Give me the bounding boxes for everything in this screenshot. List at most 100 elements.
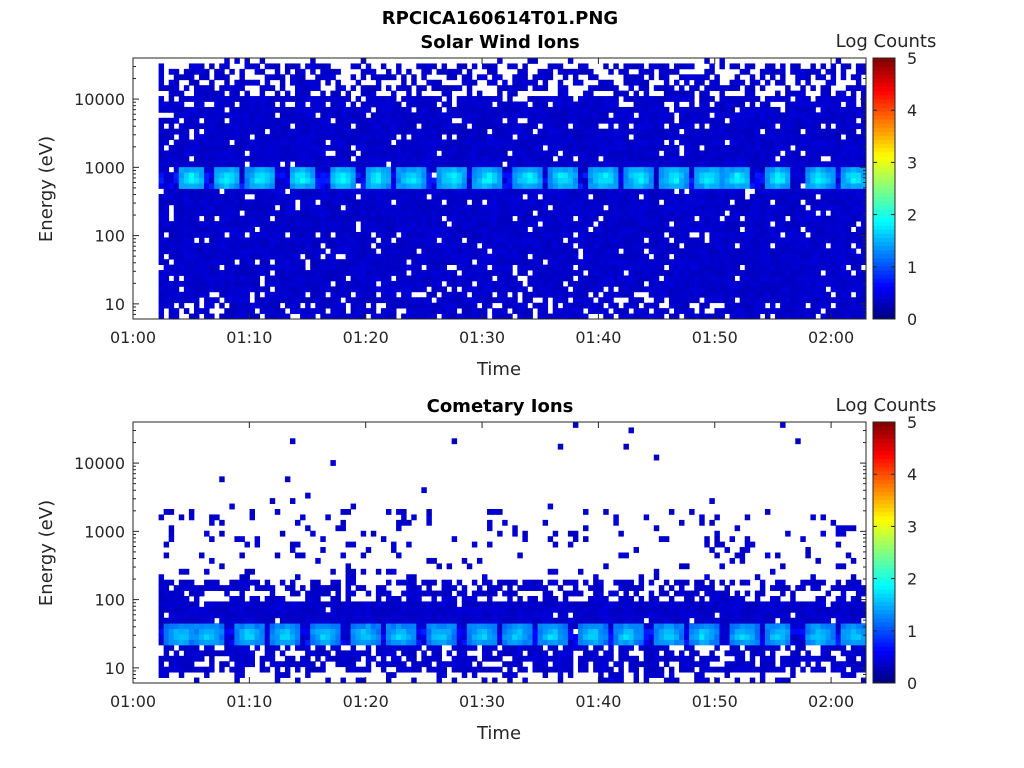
heatmap-cell [355,155,362,162]
heatmap-cell [517,302,523,309]
heatmap-cell [446,85,453,92]
heatmap-cell [749,193,756,200]
heatmap-cell [593,139,599,146]
heatmap-cell [522,210,528,217]
heatmap-cell [421,237,427,244]
heatmap-cell [214,150,220,157]
heatmap-cell [593,302,599,309]
heatmap-cell [613,291,619,298]
heatmap-cell [492,172,498,179]
heatmap-cell [461,308,468,314]
heatmap-cell [512,139,518,146]
heatmap-cell [234,161,240,168]
heatmap-cell [259,58,266,64]
heatmap-cell [770,270,776,276]
heatmap-cell [522,259,528,266]
heatmap-cell [340,232,346,238]
heatmap-cell [441,237,448,244]
heatmap-cell [209,237,215,244]
heatmap-cell [214,199,220,206]
heatmap-cell [204,96,210,102]
heatmap-cell [694,134,700,140]
heatmap-cell [396,112,402,119]
heatmap-cell [289,264,296,271]
heatmap-cell [204,248,210,255]
heatmap-cell [249,204,255,211]
heatmap-cell [209,85,215,92]
heatmap-cell [188,79,195,86]
heatmap-cell [487,232,493,238]
heatmap-cell [456,226,463,233]
heatmap-cell [158,308,165,314]
heatmap-cell [658,128,665,135]
heatmap-cell [335,302,341,309]
heatmap-cell [653,134,660,140]
heatmap-cell [598,96,604,102]
heatmap-cell [497,248,503,255]
heatmap-cell [658,68,665,75]
heatmap-cell [320,74,326,81]
heatmap-cell [608,259,614,266]
heatmap-cell [476,210,483,217]
heatmap-cell [163,297,170,304]
heatmap-cell [431,232,437,238]
heatmap-cell [259,155,266,162]
heatmap-cell [613,85,619,92]
heatmap-cell [668,210,675,217]
heatmap-cell [168,85,175,92]
heatmap-cell [633,145,640,151]
heatmap-cell [476,237,483,244]
heatmap-cell [335,123,341,130]
heatmap-cell [295,63,301,70]
heatmap-cell [173,74,180,81]
heatmap-cell [633,226,640,233]
heatmap-cell [492,248,498,255]
heatmap-cell [638,145,645,151]
heatmap-cell [613,226,619,233]
heatmap-cell [764,308,771,314]
heatmap-cell [335,221,341,227]
heatmap-cell [315,226,321,233]
heatmap-cell [335,134,341,140]
heatmap-cell [446,145,453,151]
heatmap-cell [396,117,402,124]
heatmap-cell [380,183,387,189]
heatmap-cell [199,123,205,130]
heatmap-cell [593,308,599,314]
heatmap-cell [305,117,311,124]
heatmap-cell [269,291,276,298]
heatmap-cell [178,172,185,179]
heatmap-cell [608,79,614,86]
heatmap-cell [188,232,195,238]
heatmap-cell [532,237,538,244]
heatmap-cell [300,96,306,102]
heatmap-cell [623,123,629,130]
heatmap-cell [623,248,629,255]
heatmap-cell [673,291,680,298]
heatmap-cell [168,123,175,130]
heatmap-cell [340,302,346,309]
heatmap-cell [749,183,756,189]
heatmap-cell [522,237,528,244]
heatmap-cell [365,172,372,179]
heatmap-cell [461,101,468,108]
heatmap-cell [704,264,710,271]
heatmap-cell [588,286,594,293]
heatmap-cell [507,161,513,168]
heatmap-cell [451,128,458,135]
heatmap-cell [532,248,538,255]
heatmap-cell [552,183,559,189]
heatmap-cell [244,221,250,227]
heatmap-cell [391,74,397,81]
heatmap-cell [502,199,508,206]
heatmap-cell [284,123,291,130]
heatmap-cell [588,210,594,217]
heatmap-cell [603,63,609,70]
heatmap-cell [542,275,549,282]
heatmap-cell [224,145,230,151]
heatmap-cell [411,248,417,255]
heatmap-cell [537,313,544,320]
heatmap-cell [214,112,220,119]
heatmap-cell [694,221,700,227]
heatmap-cell [193,155,200,162]
